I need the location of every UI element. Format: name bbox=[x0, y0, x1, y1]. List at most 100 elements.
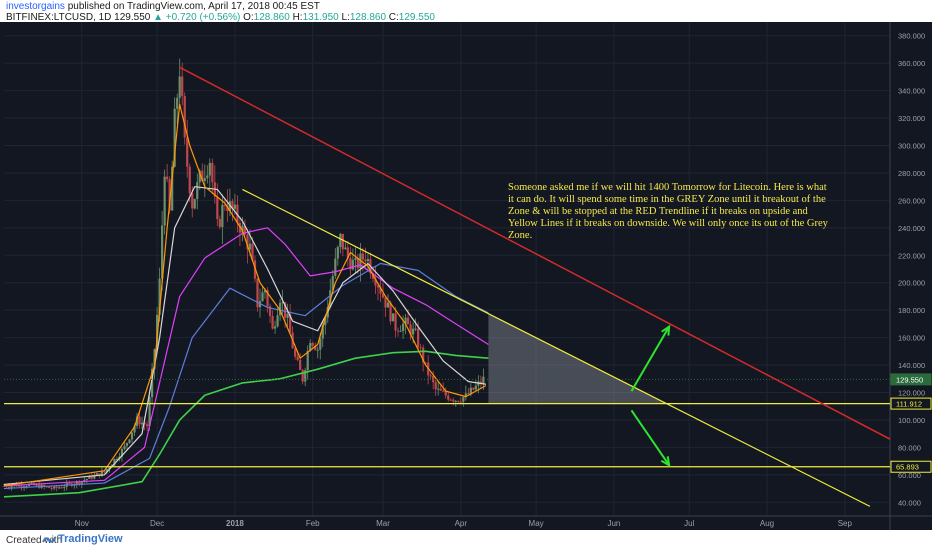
candle-body bbox=[309, 343, 312, 351]
candle-body bbox=[248, 243, 252, 250]
candle-body bbox=[314, 345, 317, 350]
candle-body bbox=[251, 243, 254, 261]
x-tick-label: Dec bbox=[150, 519, 164, 528]
candle-body bbox=[334, 258, 337, 276]
candle-body bbox=[349, 258, 352, 270]
candle-body bbox=[354, 258, 357, 260]
candle-body bbox=[294, 348, 297, 357]
candle-body bbox=[80, 481, 83, 484]
close-value: 129.550 bbox=[398, 12, 435, 23]
candle-body bbox=[301, 369, 304, 382]
candle-body bbox=[344, 247, 347, 250]
candle-body bbox=[396, 330, 400, 332]
candle-body bbox=[166, 176, 169, 180]
candle-body bbox=[447, 395, 450, 400]
candle-body bbox=[133, 425, 136, 433]
moving-average-ma_fast bbox=[3, 103, 487, 487]
candle-body bbox=[173, 108, 176, 167]
candle-body bbox=[414, 328, 417, 330]
candle-body bbox=[203, 178, 206, 182]
candle-body bbox=[223, 204, 226, 206]
candle-body bbox=[143, 422, 146, 425]
last-price: 129.550 bbox=[114, 12, 151, 23]
chart-area[interactable]: 40.000 60.000 80.000 100.000 120.000 140.000 1… bbox=[0, 22, 932, 530]
candle-body bbox=[452, 399, 455, 402]
x-tick-label: Nov bbox=[75, 519, 89, 528]
c-label: C: bbox=[388, 12, 399, 23]
candle-body bbox=[78, 481, 81, 484]
candle-body bbox=[286, 314, 289, 318]
candle-body bbox=[191, 193, 194, 209]
candle-body bbox=[148, 397, 151, 427]
candle-body bbox=[90, 475, 93, 479]
candle-body bbox=[434, 382, 437, 390]
candle-body bbox=[7, 486, 11, 488]
candle-body bbox=[386, 302, 390, 308]
publish-info: investorgains published on TradingView.c… bbox=[6, 1, 320, 12]
candle-body bbox=[409, 324, 412, 335]
candle-body bbox=[266, 290, 269, 307]
candle-body bbox=[422, 347, 425, 363]
y-tick-label: 160.000 bbox=[898, 334, 925, 343]
candle-body bbox=[284, 302, 287, 318]
candle-body bbox=[391, 313, 395, 322]
candle-body bbox=[221, 204, 224, 228]
candle-body bbox=[336, 246, 339, 259]
candle-body bbox=[196, 182, 199, 200]
candle-body bbox=[48, 486, 51, 488]
candle-body bbox=[417, 328, 420, 348]
candle-body bbox=[10, 485, 13, 488]
candle-body bbox=[364, 259, 367, 262]
candle-body bbox=[281, 302, 284, 304]
candle-body bbox=[457, 400, 460, 402]
candle-body bbox=[361, 253, 365, 260]
candle-body bbox=[35, 484, 38, 486]
green-arrow-shaft bbox=[630, 326, 670, 392]
candle-body bbox=[394, 313, 397, 331]
moving-average-ma_green bbox=[3, 350, 489, 498]
candle-body bbox=[276, 315, 279, 327]
candle-body bbox=[198, 170, 201, 183]
moving-average-ma_blue bbox=[3, 262, 489, 490]
candle-body bbox=[243, 225, 247, 235]
candle-body bbox=[306, 350, 309, 371]
candle-body bbox=[218, 219, 221, 228]
candle-body bbox=[464, 393, 467, 398]
open-value: 128.860 bbox=[253, 12, 290, 23]
candle-body bbox=[208, 162, 211, 176]
candle-body bbox=[201, 170, 204, 182]
red-trendline bbox=[179, 66, 891, 440]
candle-body bbox=[85, 478, 88, 480]
candle-body bbox=[401, 323, 405, 331]
candle-body bbox=[304, 370, 307, 382]
candle-body bbox=[296, 356, 299, 360]
candle-body bbox=[216, 196, 219, 220]
candle-body bbox=[105, 469, 109, 473]
candle-body bbox=[339, 233, 342, 247]
price-label: 111.912 bbox=[896, 400, 922, 409]
tradingview-brand-link[interactable]: TradingView bbox=[58, 533, 123, 545]
y-tick-label: 100.000 bbox=[898, 416, 925, 425]
candle-body bbox=[444, 391, 447, 396]
y-tick-label: 120.000 bbox=[898, 389, 925, 398]
candle-body bbox=[140, 422, 144, 425]
author-link[interactable]: investorgains bbox=[6, 1, 65, 12]
chart-header: investorgains published on TradingView.c… bbox=[0, 0, 932, 23]
low-value: 128.860 bbox=[349, 12, 387, 23]
x-tick-label: May bbox=[529, 519, 544, 528]
candle-body bbox=[406, 317, 410, 325]
candle-body bbox=[399, 330, 402, 332]
candle-body bbox=[379, 287, 382, 294]
candle-body bbox=[256, 278, 259, 308]
symbol-info: BITFINEX:LTCUSD, 1D 129.550 ▲ +0.720 (+0… bbox=[6, 12, 435, 23]
high-value: 131.950 bbox=[302, 12, 339, 23]
candle-body bbox=[123, 445, 126, 449]
candle-body bbox=[366, 259, 370, 262]
candle-body bbox=[311, 343, 314, 346]
price-label-box bbox=[890, 460, 932, 473]
candle-body bbox=[429, 375, 432, 377]
price-chart[interactable]: 40.000 60.000 80.000 100.000 120.000 140.000 1… bbox=[0, 22, 932, 530]
candle-body bbox=[181, 76, 184, 97]
candle-body bbox=[261, 292, 264, 302]
candle-body bbox=[374, 278, 377, 286]
